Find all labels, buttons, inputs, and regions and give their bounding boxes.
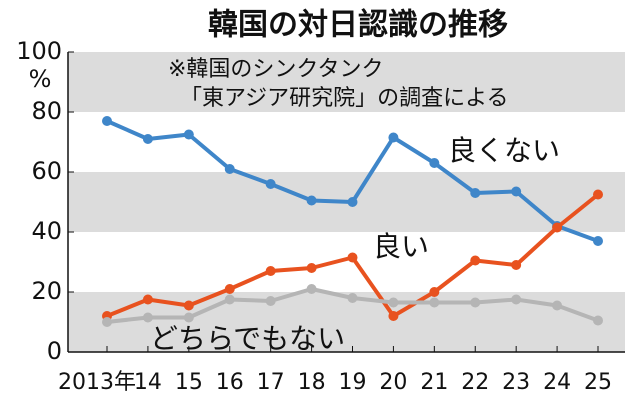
data-point [470, 297, 481, 308]
data-point [306, 284, 317, 294]
grid-band [68, 52, 625, 112]
data-point [429, 158, 440, 168]
x-tick-label: 25 [584, 370, 612, 395]
x-tick-label: 22 [461, 370, 489, 395]
data-point [265, 266, 276, 276]
data-point [593, 189, 603, 200]
data-point [388, 132, 399, 143]
data-point [593, 315, 603, 326]
data-point [265, 179, 276, 189]
data-point [224, 164, 235, 174]
data-point [347, 252, 358, 263]
y-tick-label: 40 [31, 217, 62, 245]
x-tick-label: 14 [134, 370, 162, 395]
series-label: 良くない [448, 134, 560, 167]
x-tick-label: 16 [216, 370, 244, 395]
x-tick-label: 15 [175, 370, 203, 395]
data-point [142, 312, 153, 323]
data-point [511, 260, 522, 270]
data-point [429, 287, 440, 297]
y-unit: % [29, 65, 52, 93]
x-tick-label: 21 [420, 370, 448, 395]
data-point [429, 297, 440, 308]
x-tick-label: 2013年 [58, 370, 136, 395]
x-tick-label: 20 [379, 370, 407, 395]
y-tick-label: 0 [47, 337, 62, 365]
data-point [306, 263, 317, 273]
data-point [593, 236, 603, 246]
data-point [388, 297, 399, 308]
y-tick-label: 100 [16, 37, 62, 65]
y-tick-label: 20 [31, 277, 62, 305]
source-note: 「東アジア研究院」の調査による [180, 86, 508, 111]
data-point [183, 300, 194, 311]
data-point [224, 284, 235, 294]
data-point [142, 134, 153, 144]
data-point [265, 296, 276, 306]
data-point [142, 294, 153, 305]
data-point [347, 197, 358, 207]
source-note: ※韓国のシンクタンク [168, 57, 384, 82]
data-point [224, 294, 235, 305]
data-point [306, 195, 317, 206]
series-label: どちらでもない [150, 322, 345, 355]
data-point [102, 317, 112, 327]
data-point [552, 300, 563, 311]
x-tick-label: 17 [257, 370, 285, 395]
y-tick-label: 60 [31, 157, 62, 185]
data-point [470, 255, 481, 266]
x-tick-label: 19 [339, 370, 367, 395]
x-tick-label: 18 [298, 370, 326, 395]
data-point [552, 222, 563, 233]
x-tick-label: 24 [543, 370, 571, 395]
chart-title: 韓国の対日認識の推移 [208, 8, 508, 43]
data-point [347, 293, 358, 303]
data-point [183, 129, 194, 140]
series-label: 良い [373, 230, 429, 263]
data-point [102, 116, 112, 126]
data-point [511, 186, 522, 197]
data-point [183, 312, 194, 323]
data-point [511, 294, 522, 305]
y-tick-label: 80 [31, 97, 62, 125]
x-tick-label: 23 [502, 370, 530, 395]
data-point [470, 188, 481, 198]
data-point [388, 311, 399, 321]
